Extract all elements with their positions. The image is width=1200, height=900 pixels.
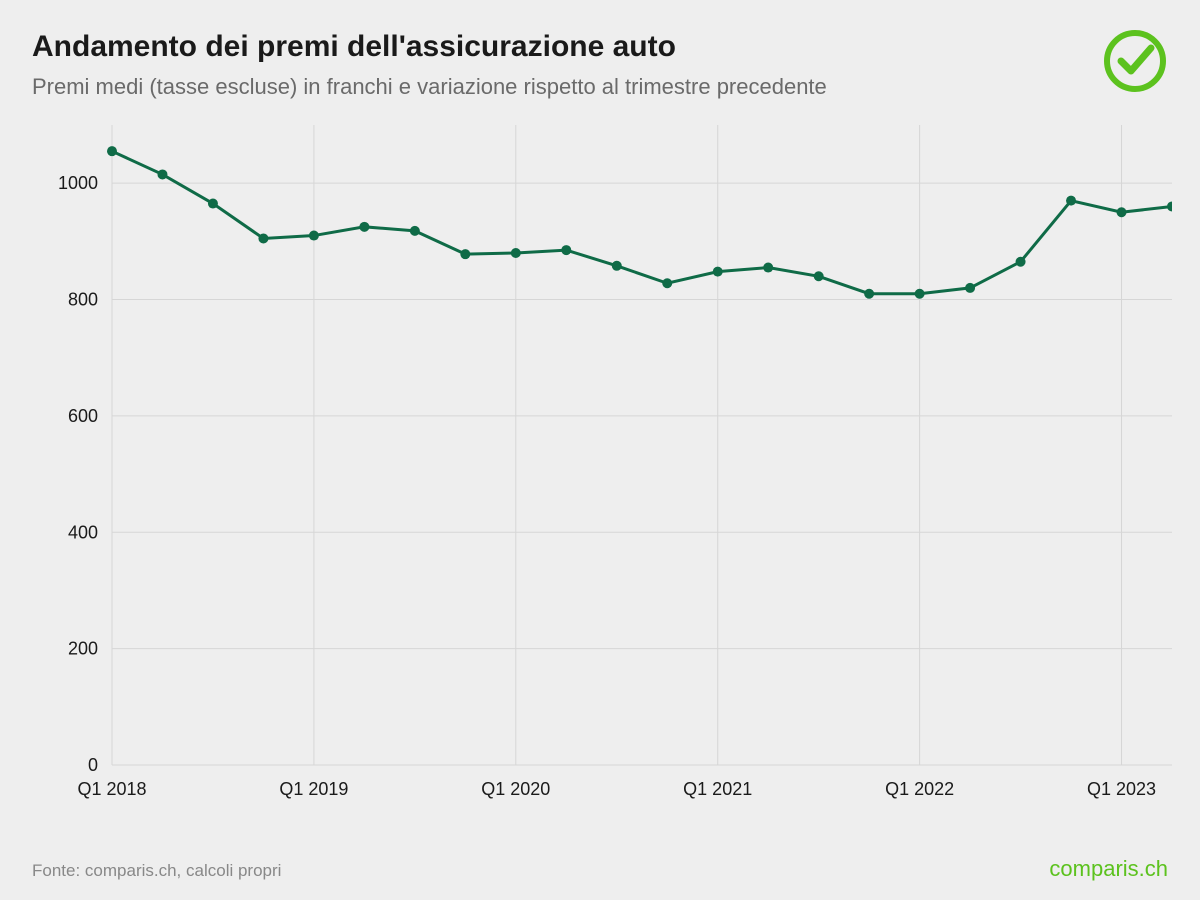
data-point	[460, 249, 470, 259]
data-point	[965, 283, 975, 293]
data-point	[612, 261, 622, 271]
y-tick-label: 1000	[58, 173, 98, 193]
data-point	[107, 146, 117, 156]
data-point	[410, 226, 420, 236]
data-point	[258, 234, 268, 244]
chart-footer: Fonte: comparis.ch, calcoli propri compa…	[32, 856, 1168, 882]
data-point	[561, 245, 571, 255]
x-tick-label: Q1 2019	[279, 779, 348, 799]
data-point	[1016, 257, 1026, 267]
data-point	[1167, 202, 1172, 212]
data-point	[208, 199, 218, 209]
x-tick-label: Q1 2018	[77, 779, 146, 799]
data-line	[112, 151, 1172, 294]
y-tick-label: 0	[88, 755, 98, 775]
brand-prefix: c	[1049, 856, 1060, 881]
data-point	[713, 267, 723, 277]
data-point	[511, 248, 521, 258]
data-point	[864, 289, 874, 299]
data-point	[814, 271, 824, 281]
data-point	[915, 289, 925, 299]
brand-wordmark: comparis.ch	[1049, 856, 1168, 882]
data-point	[662, 278, 672, 288]
y-tick-label: 400	[68, 522, 98, 542]
chart-title: Andamento dei premi dell'assicurazione a…	[32, 28, 1082, 66]
source-text: Fonte: comparis.ch, calcoli propri	[32, 861, 281, 881]
data-point	[763, 263, 773, 273]
data-point	[1066, 196, 1076, 206]
data-point	[1117, 207, 1127, 217]
chart-subtitle: Premi medi (tasse escluse) in franchi e …	[32, 72, 1082, 102]
chart-header: Andamento dei premi dell'assicurazione a…	[32, 28, 1168, 101]
y-tick-label: 200	[68, 639, 98, 659]
data-point	[157, 170, 167, 180]
data-point	[359, 222, 369, 232]
x-tick-label: Q1 2022	[885, 779, 954, 799]
x-tick-label: Q1 2023	[1087, 779, 1156, 799]
line-chart: 0 200 400 600 800 1000 Q1 2018 Q1 2019 Q1 2020 Q1…	[32, 125, 1168, 820]
brand-o: o	[1060, 856, 1072, 881]
x-tick-label: Q1 2021	[683, 779, 752, 799]
y-tick-label: 800	[68, 290, 98, 310]
data-point	[309, 231, 319, 241]
brand-checkmark-icon	[1102, 28, 1168, 99]
y-tick-label: 600	[68, 406, 98, 426]
brand-suffix: mparis.ch	[1073, 856, 1168, 881]
x-tick-label: Q1 2020	[481, 779, 550, 799]
